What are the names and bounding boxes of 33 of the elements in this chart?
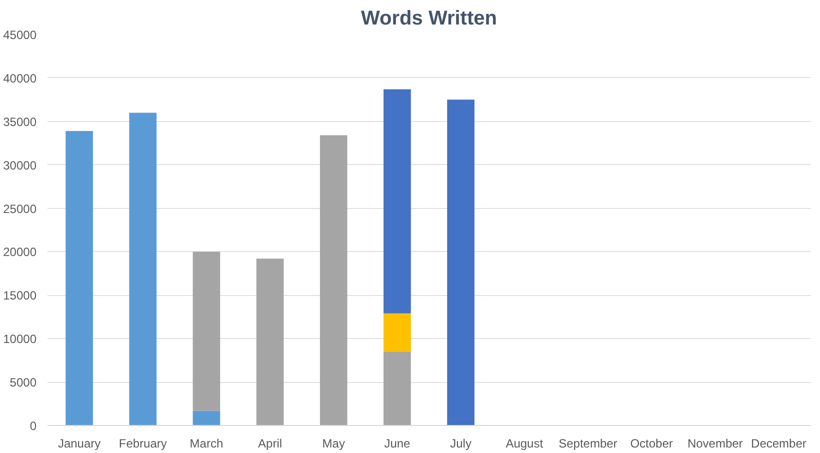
bar (192, 410, 220, 426)
x-tick-label: August (506, 436, 544, 450)
y-tick-label: 5000 (10, 376, 37, 390)
x-tick-label: June (384, 436, 411, 450)
x-tick-label: November (687, 436, 743, 450)
bar (192, 252, 220, 411)
y-tick-label: 10000 (3, 332, 37, 346)
bar (256, 258, 284, 426)
x-tick-label: December (751, 436, 806, 450)
x-tick-label: April (258, 436, 282, 450)
bar (384, 313, 411, 352)
x-tick-label: July (450, 436, 472, 450)
x-tick-label: September (558, 436, 618, 450)
y-tick-label: 15000 (3, 288, 37, 303)
bar (384, 352, 411, 426)
bar (447, 100, 474, 426)
y-tick-label: 0 (30, 419, 37, 433)
bar (384, 89, 411, 314)
x-tick-label: January (58, 436, 101, 450)
y-tick-label: 40000 (3, 71, 37, 86)
bar (320, 135, 348, 426)
y-tick-label: 45000 (3, 28, 37, 42)
y-tick-label: 35000 (3, 114, 37, 129)
x-tick-label: February (118, 436, 167, 450)
bar (66, 130, 93, 426)
y-tick-label: 25000 (3, 202, 37, 216)
x-tick-label: March (190, 436, 224, 450)
bar (129, 112, 157, 426)
chart-title: Words Written (361, 8, 497, 30)
y-tick-label: 30000 (3, 158, 37, 172)
y-tick-label: 20000 (3, 245, 37, 260)
x-tick-label: May (322, 436, 345, 450)
x-tick-label: October (630, 436, 673, 450)
